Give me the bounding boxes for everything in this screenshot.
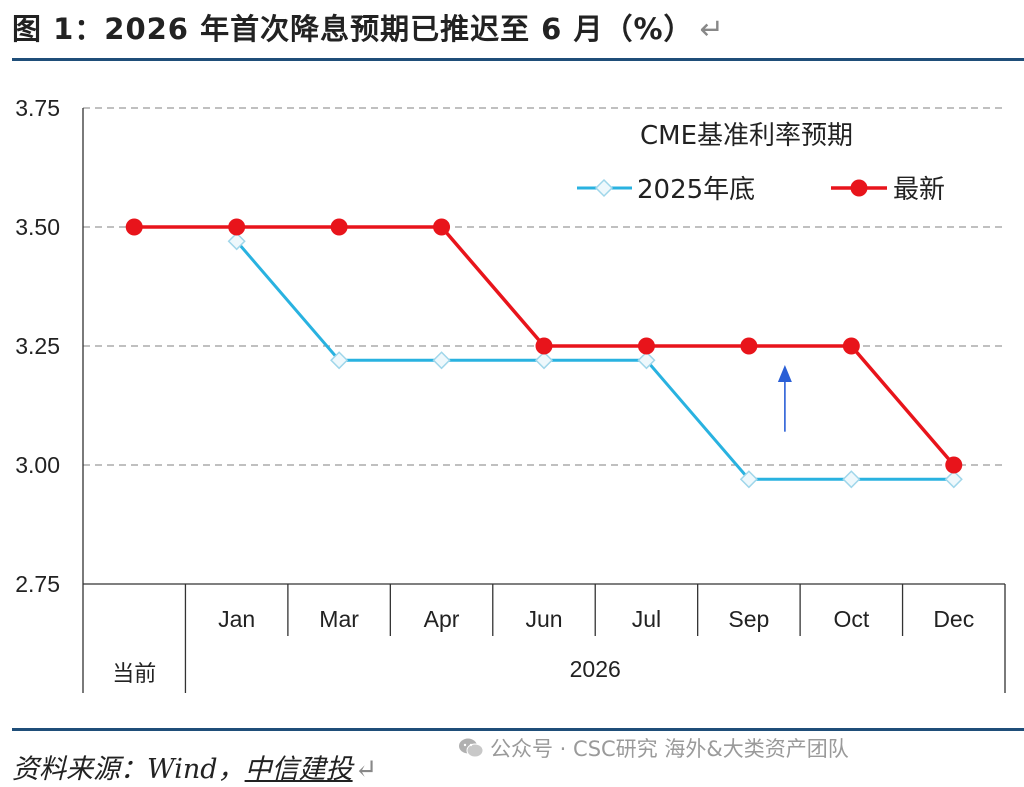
x-category-label: Jan <box>218 606 255 632</box>
data-point-2025 <box>534 351 554 370</box>
legend: CME基准利率预期 2025年底 最新 <box>577 121 945 205</box>
source-note: 资料来源：Wind，中信建投↵ <box>12 747 377 786</box>
data-point-latest <box>740 337 758 355</box>
wechat-icon <box>459 738 484 758</box>
source-return-mark: ↵ <box>354 754 378 785</box>
axes <box>82 108 1006 693</box>
legend-label-latest: 最新 <box>893 175 945 205</box>
x-category-label: Sep <box>728 606 769 632</box>
return-mark: ↵ <box>699 12 725 46</box>
data-point-latest <box>535 337 553 355</box>
x-category-label: 当前 <box>112 662 156 687</box>
data-point-latest <box>125 218 143 236</box>
data-point-2025 <box>432 351 451 370</box>
watermark-text: 公众号 · CSC研究 海外&大类资产团队 <box>490 737 849 761</box>
x-category-label: Jul <box>632 606 661 632</box>
source-brand: 中信建投 <box>244 754 353 785</box>
y-tick-label: 2.75 <box>15 571 60 597</box>
figure-title-text: 图 1：2026 年首次降息预期已推迟至 6 月（%） <box>12 12 694 46</box>
x-category-label: Jun <box>525 606 562 632</box>
y-tick-label: 3.75 <box>15 95 60 121</box>
data-point-latest <box>945 456 963 474</box>
data-point-latest <box>330 218 348 236</box>
data-point-latest <box>637 337 655 355</box>
annotation-layer <box>777 365 792 432</box>
x-group-label: 2026 <box>570 656 621 682</box>
gridlines <box>83 107 1005 466</box>
y-tick-label: 3.50 <box>15 214 60 240</box>
watermark: 公众号 · CSC研究 海外&大类资产团队 <box>458 733 849 763</box>
source-prefix: 资料来源：Wind， <box>12 754 245 785</box>
bottom-rule <box>12 728 1024 731</box>
data-point-latest <box>228 218 246 236</box>
figure-title: 图 1：2026 年首次降息预期已推迟至 6 月（%） ↵ <box>12 6 725 50</box>
series-line-2025 <box>235 240 954 481</box>
legend-marker-latest <box>850 179 868 197</box>
top-rule <box>12 58 1024 61</box>
data-point-2025 <box>842 470 861 489</box>
x-category-labels: 当前 Jan Mar Apr Jun Jul Sep Oct Dec 2026 <box>112 606 974 687</box>
y-tick-label: 3.00 <box>15 452 60 478</box>
x-category-label: Oct <box>833 606 869 632</box>
legend-label-2025: 2025年底 <box>637 175 755 205</box>
data-point-2025 <box>739 470 758 489</box>
data-point-latest <box>842 337 860 355</box>
data-point-2025 <box>330 351 349 370</box>
up-arrow-head <box>777 365 792 383</box>
legend-marker-2025 <box>594 178 614 198</box>
legend-title: CME基准利率预期 <box>640 121 853 151</box>
data-point-2025 <box>227 232 246 251</box>
data-point-2025 <box>944 470 963 489</box>
x-category-label: Mar <box>319 606 359 632</box>
y-tick-label: 3.25 <box>15 333 60 359</box>
x-category-label: Dec <box>933 606 974 632</box>
data-point-latest <box>433 218 451 236</box>
x-category-label: Apr <box>424 606 460 632</box>
y-tick-labels: 3.75 3.50 3.25 3.00 2.75 <box>15 95 60 597</box>
series-layer <box>125 218 963 489</box>
data-point-2025 <box>637 351 656 370</box>
